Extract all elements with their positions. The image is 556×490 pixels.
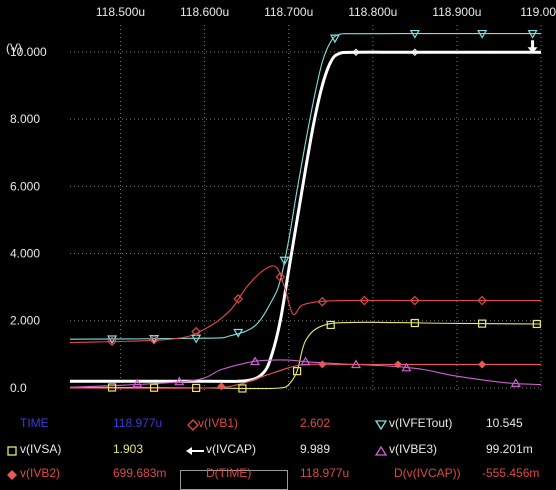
- legend-row-3: v(IVB2) 699.683m D(TIME) 118.977u D(v(IV…: [0, 466, 556, 486]
- y-tick-label: 4.000: [10, 247, 40, 261]
- legend-name-time[interactable]: TIME: [20, 416, 49, 430]
- legend-name-ivcap[interactable]: v(IVCAP): [206, 442, 257, 456]
- marker-vivbe3: [250, 356, 261, 366]
- marker-vivb1: [191, 326, 202, 337]
- trace-vivbe3[interactable]: [69, 359, 542, 388]
- y-tick-label: 8.000: [10, 112, 40, 126]
- cursor-arrow-head-icon[interactable]: [527, 47, 538, 54]
- marker-vivb1: [359, 295, 370, 306]
- y-tick-label: 0.0: [10, 381, 27, 395]
- legend-value-ivb1: 2.602: [300, 416, 331, 430]
- marker-vivfetout: [279, 256, 290, 266]
- waveform-plot[interactable]: (V) 118.500u 118.600u 118.700u 118.800u 118.…: [0, 0, 556, 410]
- x-tick-label: 118.600u: [180, 5, 229, 19]
- marker-vivsa: [107, 383, 117, 392]
- marker-vivbe3: [174, 376, 185, 386]
- legend-row-2: v(IVSA) 1.903 v(IVCAP) 9.989 v(IVBE3) 99…: [0, 442, 556, 490]
- marker-vivb1: [149, 334, 159, 345]
- x-tick-label: 119.00: [520, 5, 556, 19]
- marker-vivb2: [394, 360, 403, 369]
- legend-name-ivfetout[interactable]: v(IVFETout): [389, 416, 453, 430]
- marker-vivfetout: [409, 29, 420, 39]
- legend-value-ivfetout: 10.545: [486, 416, 523, 430]
- traces: [69, 33, 542, 390]
- marker-vivsa: [150, 383, 159, 392]
- legend-value-ivbe3: 99.201m: [486, 442, 533, 456]
- trace-vivb2[interactable]: [69, 363, 541, 389]
- square-marker-icon: [7, 446, 17, 456]
- x-tick-label: 118.700u: [264, 5, 313, 19]
- legend-name-dtime[interactable]: D(TIME): [206, 466, 252, 480]
- marker-vivb2: [478, 360, 487, 369]
- marker-vivsa: [478, 319, 487, 328]
- marker-vivfetout: [527, 29, 538, 39]
- marker-ivcap: [352, 48, 360, 56]
- marker-ivcap: [411, 48, 419, 56]
- marker-vivfetout: [329, 34, 340, 44]
- legend-value-ivcap: 9.989: [300, 442, 331, 456]
- legend-name-ivb2[interactable]: v(IVB2): [20, 466, 61, 480]
- marker-vivb1: [317, 296, 328, 307]
- marker-vivb1: [409, 295, 420, 306]
- marker-vivsa: [326, 320, 335, 330]
- trace-vivsa[interactable]: [69, 321, 542, 390]
- legend-name-ivbe3[interactable]: v(IVBE3): [389, 442, 438, 456]
- x-tick-label: 118.500u: [96, 5, 145, 19]
- y-tick-label: 10.000: [10, 45, 47, 59]
- y-unit-label: (V): [6, 41, 22, 55]
- trace-vivb1[interactable]: [69, 265, 541, 344]
- legend-row-1: TIME 118.977u v(IVB1) 2.602 v(IVFETout) …: [0, 416, 556, 436]
- marker-vivb1: [107, 336, 117, 347]
- diamond-filled-marker-icon: [7, 470, 17, 480]
- y-tick-label: 6.000: [10, 179, 40, 193]
- y-tick-label: 2.000: [10, 314, 40, 328]
- marker-vivbe3: [132, 378, 143, 388]
- marker-vivb1: [275, 272, 286, 282]
- marker-vivb2: [318, 360, 327, 369]
- x-axis-ticks: 118.500u 118.600u 118.700u 118.800u 118.900u…: [96, 5, 556, 19]
- marker-vivsa: [532, 319, 541, 329]
- trace-markers: [107, 29, 541, 393]
- marker-vivsa: [292, 367, 302, 376]
- trace-vivcap[interactable]: [69, 50, 541, 383]
- marker-vivb2: [217, 382, 226, 391]
- legend-name-ivb1[interactable]: v(IVB1): [198, 416, 239, 430]
- marker-vivbe3: [401, 362, 412, 372]
- marker-vivbe3: [300, 356, 311, 366]
- x-tick-label: 118.900u: [432, 5, 481, 19]
- diamond-marker-icon: [187, 419, 199, 431]
- legend-value-time: 118.977u: [113, 416, 163, 430]
- marker-vivfetout: [233, 328, 244, 338]
- marker-vivsa: [238, 384, 247, 393]
- y-axis-ticks: 0.0 2.000 4.000 6.000 8.000 10.000: [10, 45, 47, 395]
- legend-name-divcap[interactable]: D(v(IVCAP)): [394, 466, 461, 480]
- probe-legend: TIME 118.977u v(IVB1) 2.602 v(IVFETout) …: [0, 410, 556, 490]
- triangle-up-marker-icon: [374, 445, 388, 456]
- marker-vivbe3: [510, 378, 521, 387]
- legend-value-ivb2: 699.683m: [113, 466, 167, 480]
- legend-value-dtime: 118.977u: [300, 466, 350, 480]
- legend-name-ivsa[interactable]: v(IVSA): [20, 442, 62, 456]
- arrow-marker-icon: [186, 447, 204, 455]
- marker-vivsa: [192, 383, 201, 393]
- marker-vivb1: [477, 295, 487, 306]
- marker-vivbe3: [350, 359, 361, 369]
- marker-vivb1: [233, 294, 244, 304]
- legend-value-divcap: -555.456m: [482, 466, 540, 480]
- marker-vivsa: [410, 318, 419, 328]
- triangle-down-marker-icon: [374, 420, 388, 431]
- legend-value-ivsa: 1.903: [113, 442, 144, 456]
- marker-vivfetout: [477, 29, 488, 39]
- x-tick-label: 118.800u: [348, 5, 397, 19]
- trace-vivfetout[interactable]: [69, 33, 541, 340]
